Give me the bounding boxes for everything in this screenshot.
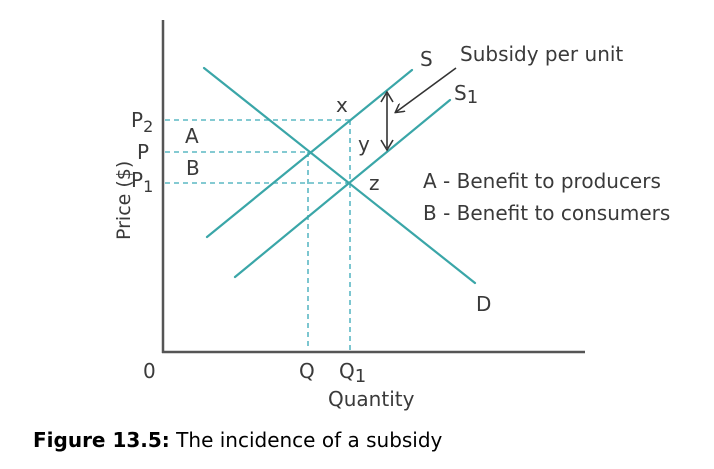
x-axis-label: Quantity [328,387,415,411]
point-z-label: z [369,171,380,195]
curves [202,66,477,285]
area-a-label: A [185,124,199,148]
supply-after-subsidy-curve [233,98,452,279]
point-x-label: x [336,93,348,117]
origin-label: 0 [143,359,156,383]
y-axis-label: Price ($) [113,161,135,240]
subsidy-annotation: Subsidy per unit [460,42,623,66]
supply-after-subsidy-label: S1 [454,81,478,108]
figure-caption-text: The incidence of a subsidy [169,428,443,452]
p2-label: P2 [131,108,153,136]
figure-caption-number: Figure 13.5: [33,428,170,452]
subsidy-arrow [380,90,394,152]
legend-b: B - Benefit to consumers [423,201,670,225]
subsidy-pointer [396,67,457,112]
p1-label: P1 [131,168,153,196]
figure-caption: Figure 13.5: The incidence of a subsidy [33,428,442,452]
q1-label: Q1 [339,359,366,387]
supply-curve [205,68,414,239]
demand-label: D [476,292,491,316]
point-y-label: y [358,132,370,156]
p-label: P [137,140,149,164]
supply-label: S [420,47,433,71]
legend-a: A - Benefit to producers [423,169,661,193]
q-label: Q [299,359,315,383]
area-b-label: B [186,156,200,180]
demand-curve [202,66,477,285]
guide-lines [165,119,351,350]
